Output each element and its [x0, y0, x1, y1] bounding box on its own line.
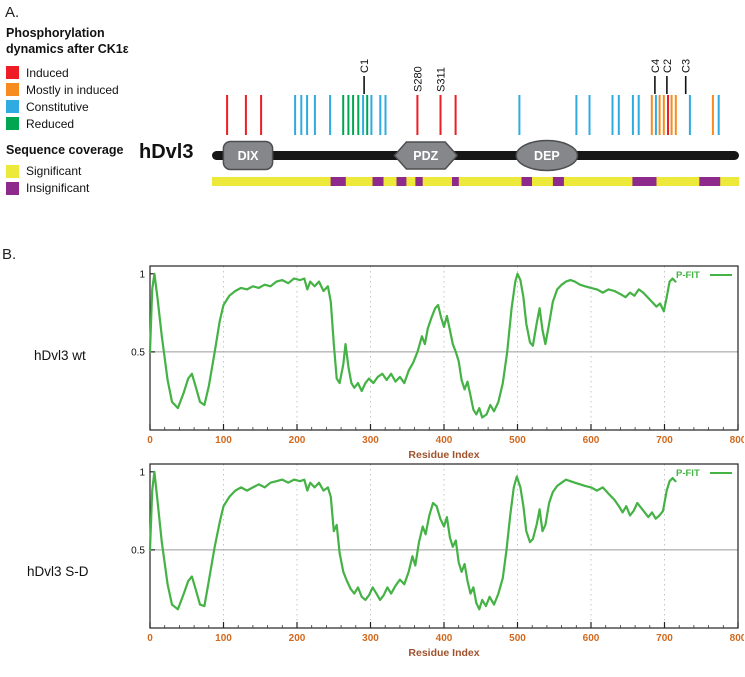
svg-text:1: 1 — [139, 269, 145, 280]
plot-wt-row-label: hDvl3 wt — [34, 348, 86, 363]
legend-item-label: Insignificant — [26, 181, 90, 196]
svg-text:200: 200 — [289, 435, 306, 446]
legend-item-induced: Induced — [6, 64, 141, 81]
svg-text:DEP: DEP — [534, 149, 560, 163]
svg-text:300: 300 — [362, 633, 379, 644]
legend-item-label: Significant — [26, 164, 82, 179]
svg-text:PDZ: PDZ — [413, 149, 438, 163]
svg-text:1: 1 — [139, 467, 145, 478]
disorder-plot-wt: 0 100 200 300 400 500 600 700 800 1 0.5 P-FIT Residu… — [131, 265, 744, 460]
legend-item-significant: Significant — [6, 163, 141, 180]
svg-text:700: 700 — [656, 435, 673, 446]
protein-diagram: C1 S280 S311 C4 C2 C3 DIX PDZ DEP — [212, 59, 739, 186]
svg-text:C1: C1 — [359, 59, 371, 73]
legend-item-label: Mostly in induced — [26, 82, 119, 97]
svg-text:300: 300 — [362, 435, 379, 446]
svg-text:400: 400 — [436, 435, 453, 446]
svg-text:400: 400 — [436, 633, 453, 644]
insignificant-color-swatch — [6, 181, 19, 195]
legend-item-insignificant: Insignificant — [6, 180, 141, 197]
legend-item-mostly-induced: Mostly in induced — [6, 81, 141, 98]
significant-color-swatch — [6, 164, 19, 178]
svg-text:100: 100 — [215, 633, 232, 644]
legend-item-label: Reduced — [26, 116, 75, 131]
constitutive-color-swatch — [6, 100, 19, 114]
induced-color-swatch — [6, 66, 19, 80]
svg-text:Residue Index: Residue Index — [408, 449, 479, 460]
svg-text:P-FIT: P-FIT — [676, 270, 700, 281]
svg-text:500: 500 — [509, 633, 526, 644]
mostly-induced-color-swatch — [6, 83, 19, 97]
legend-item-constitutive: Constitutive — [6, 98, 141, 115]
svg-text:S311: S311 — [436, 67, 448, 92]
svg-text:600: 600 — [583, 633, 600, 644]
svg-text:DIX: DIX — [238, 149, 260, 163]
svg-text:C3: C3 — [681, 59, 693, 73]
svg-text:Residue Index: Residue Index — [408, 647, 479, 659]
svg-text:700: 700 — [656, 633, 673, 644]
svg-text:0.5: 0.5 — [131, 545, 145, 556]
coverage-legend-title: Sequence coverage — [6, 143, 124, 158]
svg-text:0.5: 0.5 — [131, 347, 145, 358]
svg-text:100: 100 — [215, 435, 232, 446]
phospho-legend: Phosphorylation dynamics after CK1ε Indu… — [6, 26, 141, 197]
svg-text:C2: C2 — [662, 59, 674, 73]
legend-item-reduced: Reduced — [6, 115, 141, 132]
legend-item-label: Constitutive — [26, 99, 89, 114]
svg-text:500: 500 — [509, 435, 526, 446]
phospho-legend-title-line1: Phosphorylation — [6, 26, 105, 40]
svg-text:S280: S280 — [412, 66, 424, 92]
disorder-plot-sd: 0 100 200 300 400 500 600 700 800 1 0.5 P-FIT Residu… — [131, 463, 744, 659]
phospho-legend-title-line2: dynamics after CK1ε — [6, 41, 129, 56]
svg-text:800: 800 — [730, 435, 744, 446]
svg-text:C4: C4 — [650, 59, 662, 73]
svg-text:0: 0 — [147, 633, 153, 644]
svg-text:200: 200 — [289, 633, 306, 644]
svg-text:P-FIT: P-FIT — [676, 468, 700, 479]
reduced-color-swatch — [6, 117, 19, 131]
phospho-legend-title: Phosphorylation dynamics after CK1ε — [6, 26, 141, 57]
coverage-legend-items: Significant Insignificant — [6, 163, 141, 197]
panel-a-label: A. — [5, 4, 20, 21]
legend-item-label: Induced — [26, 65, 69, 80]
phospho-legend-items: Induced Mostly in induced Constitutive R… — [6, 64, 141, 132]
protein-name: hDvl3 — [139, 141, 194, 163]
plot-sd-row-label: hDvl3 S-D — [27, 564, 89, 579]
panel-b-label: B. — [2, 246, 17, 263]
svg-text:0: 0 — [147, 435, 153, 446]
svg-text:800: 800 — [730, 633, 744, 644]
svg-text:600: 600 — [583, 435, 600, 446]
